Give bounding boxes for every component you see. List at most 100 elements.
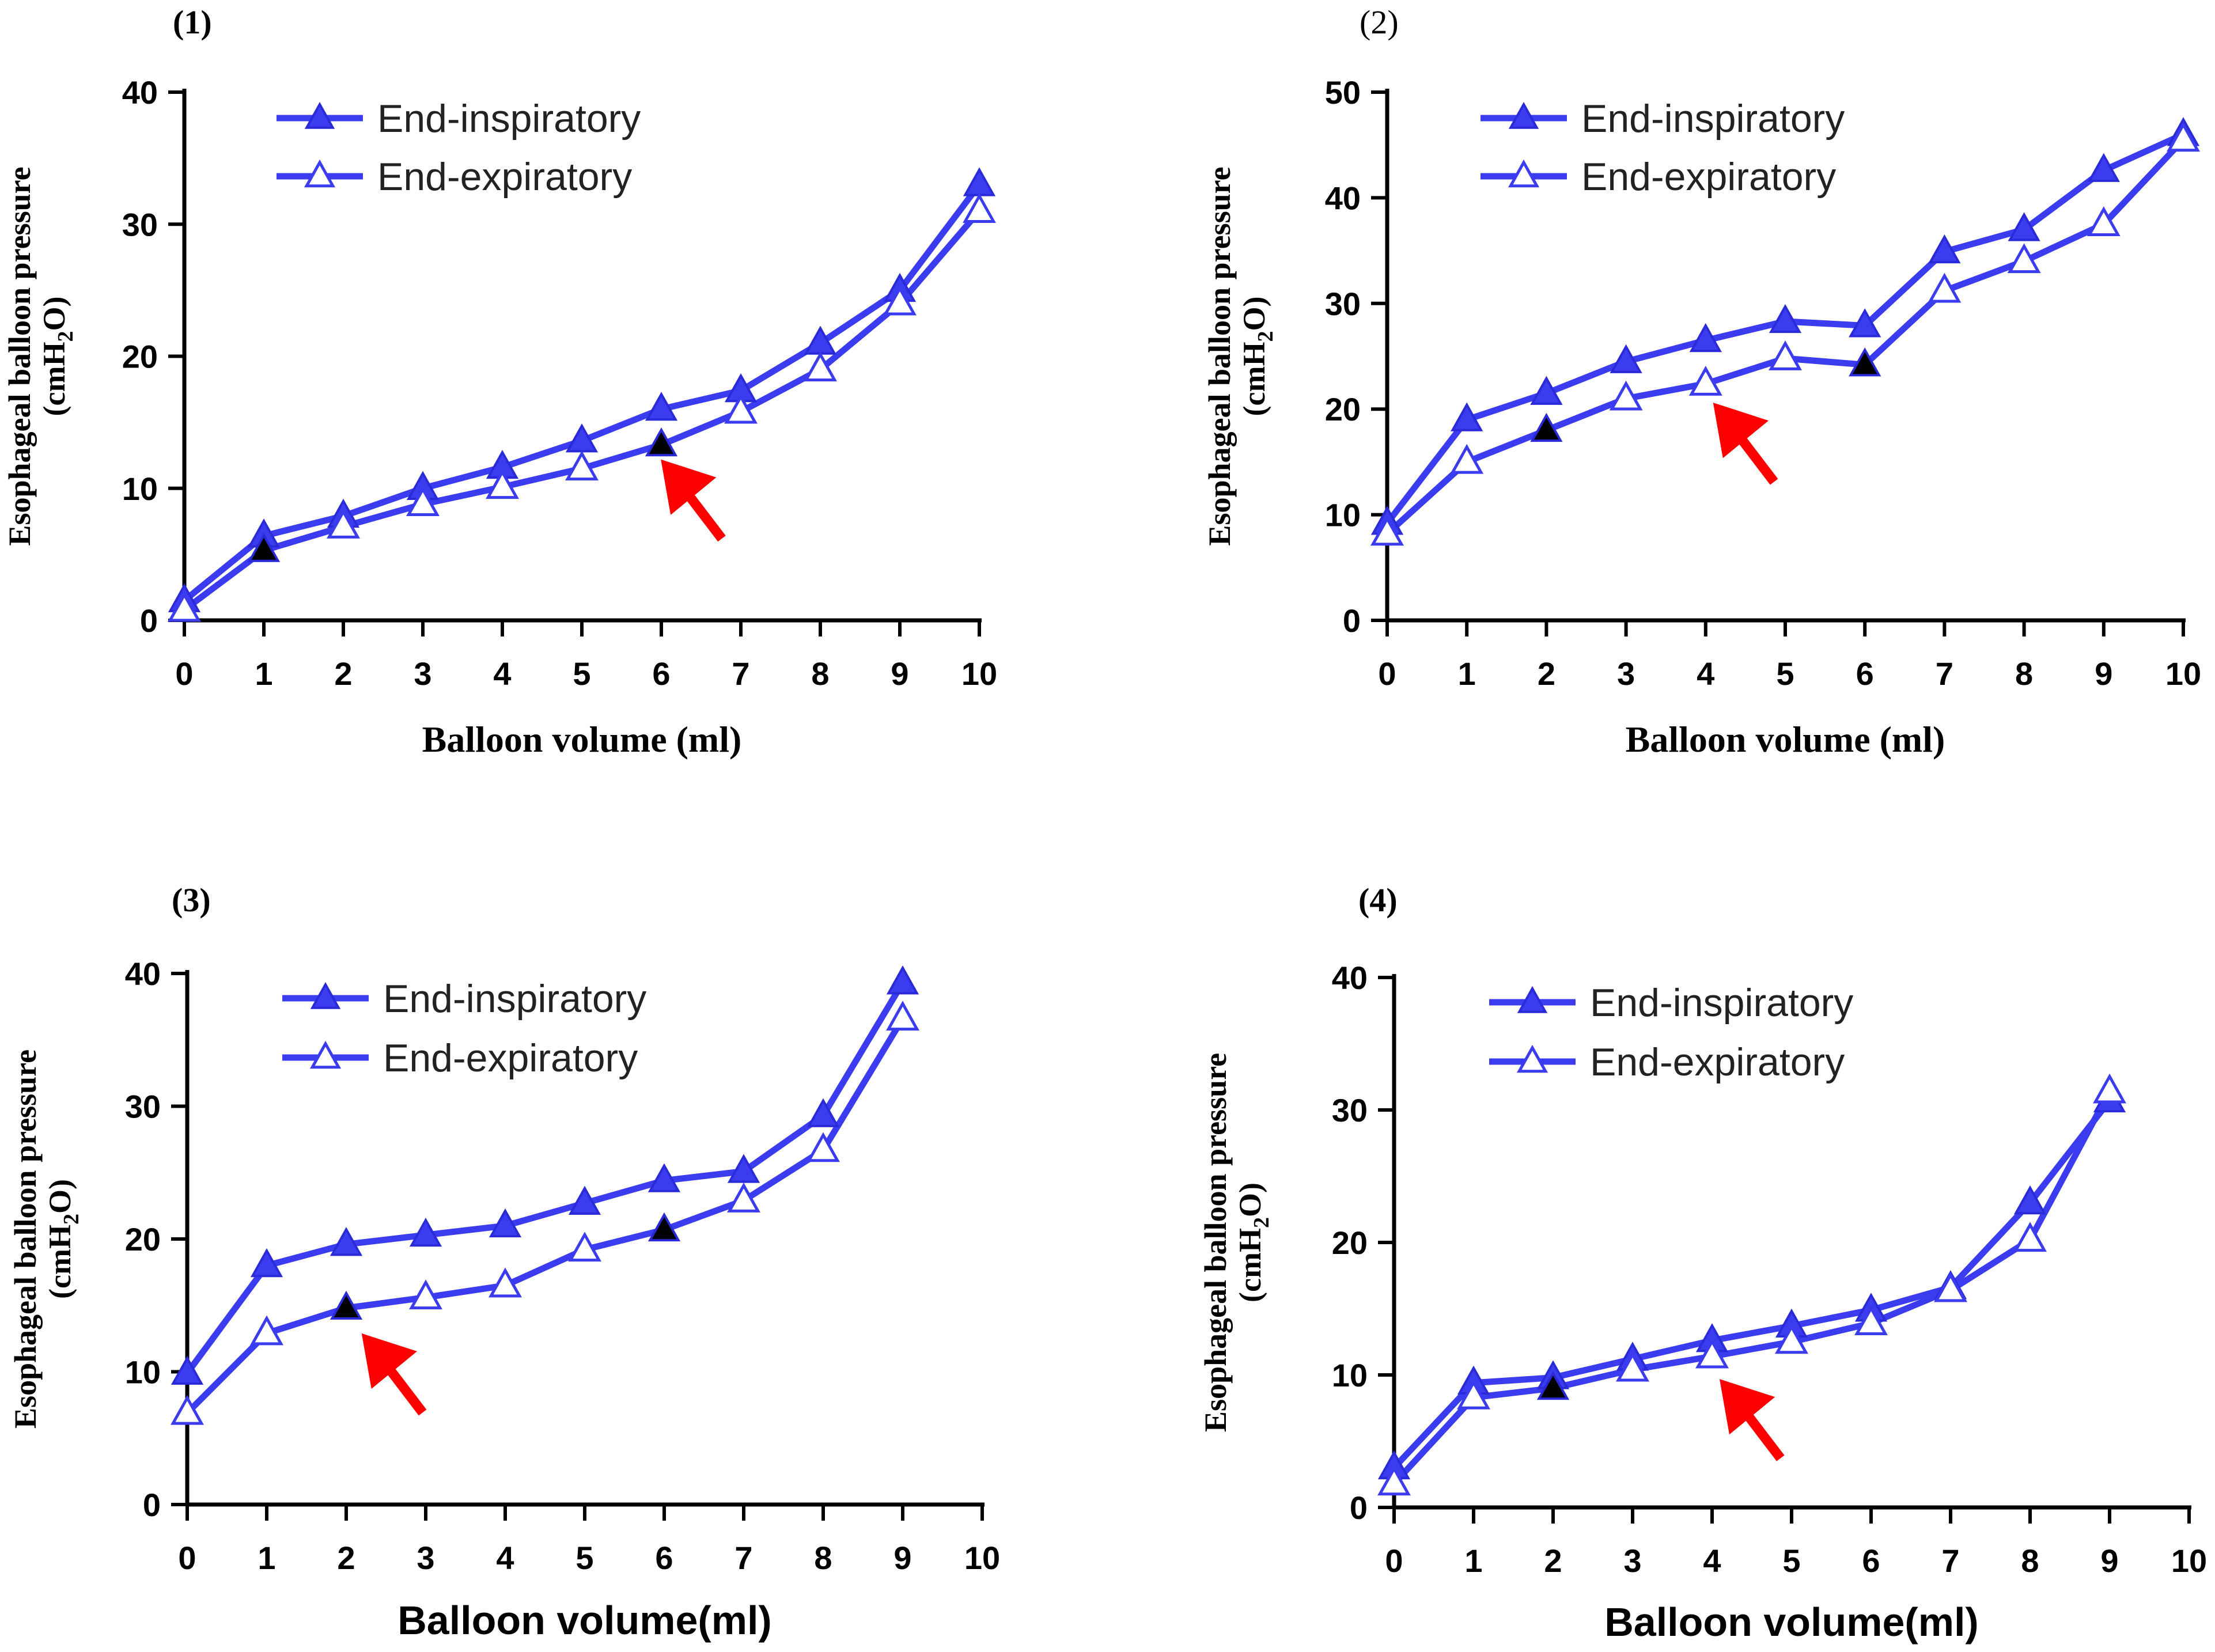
end-inspiratory-point — [807, 1098, 840, 1127]
highlighted-point — [247, 533, 281, 562]
end-expiratory-point — [250, 1315, 283, 1346]
x-tick-label: 8 — [814, 1540, 832, 1576]
end-inspiratory-point — [648, 1163, 681, 1192]
x-tick-label: 8 — [811, 656, 829, 692]
x-tick-label: 4 — [496, 1540, 514, 1576]
highlighted-point — [1849, 347, 1881, 377]
series-line-end-expiratory — [185, 1017, 906, 1415]
end-expiratory-point — [2013, 1222, 2047, 1252]
chart-panel-4: (4) 0 10 20 30 40 0 1 2 3 4 5 6 7 8 9 10 Balloon volume(m… — [1198, 881, 2207, 1645]
y-units-pre: (cmH — [37, 342, 71, 416]
legend-marker — [1516, 1044, 1548, 1073]
x-tick-label: 6 — [652, 656, 670, 692]
x-tick-label: 6 — [655, 1540, 673, 1576]
y-tick-label: 10 — [122, 471, 158, 507]
y-units-post: O) — [43, 1179, 77, 1214]
y-units-subscript: 2 — [1250, 1217, 1274, 1228]
y-units-subscript: 2 — [1254, 331, 1278, 342]
end-expiratory-point — [1450, 444, 1484, 474]
arrow-head — [1719, 1379, 1775, 1435]
legend-marker — [310, 982, 341, 1009]
x-tick-label: 3 — [414, 656, 431, 692]
end-expiratory-point — [486, 469, 519, 499]
y-tick-label: 40 — [1332, 960, 1368, 996]
x-tick-label: 10 — [961, 656, 997, 692]
end-inspiratory-point — [171, 1355, 204, 1385]
end-expiratory-point — [883, 285, 917, 316]
x-tick-label: 5 — [575, 1540, 593, 1576]
end-expiratory-point — [489, 1267, 522, 1298]
highlighted-point — [645, 427, 678, 457]
x-tick-label: 8 — [2021, 1543, 2039, 1579]
end-inspiratory-point — [1769, 304, 1802, 334]
y-units-post: O) — [1237, 297, 1271, 331]
panel-label: (3) — [172, 881, 211, 919]
end-expiratory-point — [1854, 1305, 1888, 1335]
x-tick-label: 1 — [1458, 656, 1476, 692]
end-inspiratory-point — [1610, 344, 1642, 373]
end-inspiratory-point — [804, 325, 837, 355]
legend: End-inspiratory End-expiratory — [1489, 981, 1853, 1084]
legend-marker — [1508, 101, 1539, 129]
legend-marker — [304, 159, 336, 188]
y-axis-units: (cmH2O) — [37, 297, 78, 416]
x-tick-label: 1 — [255, 656, 272, 692]
red-arrow-annotation — [361, 1333, 427, 1416]
y-tick-label: 10 — [1325, 497, 1361, 533]
x-axis-title: Balloon volume(ml) — [1604, 1600, 1978, 1645]
end-inspiratory-point — [2008, 212, 2040, 241]
y-tick-label: 20 — [1332, 1225, 1368, 1261]
end-inspiratory-point — [1928, 234, 1961, 264]
legend-marker — [304, 101, 335, 129]
end-expiratory-point — [409, 1279, 442, 1310]
end-inspiratory-point — [2013, 1185, 2047, 1215]
end-expiratory-point — [1609, 380, 1643, 411]
arrow-head — [661, 459, 717, 515]
x-tick-label: 10 — [964, 1540, 1000, 1576]
y-axis-units: (cmH2O) — [1233, 1183, 1274, 1302]
end-expiratory-point — [171, 1395, 204, 1425]
series-line-end-inspiratory — [184, 981, 906, 1376]
chart-panel-1: (1) 0 10 20 30 40 0 1 2 3 4 5 6 7 8 9 10 Balloon volume (… — [2, 3, 997, 760]
y-tick-label: 0 — [1350, 1490, 1368, 1526]
y-tick-label: 40 — [1325, 180, 1361, 216]
legend-label: End-inspiratory — [383, 977, 646, 1021]
x-axis-title: Balloon volume (ml) — [1626, 719, 1945, 760]
panel-label: (4) — [1358, 881, 1398, 919]
legend: End-inspiratory End-expiratory — [282, 977, 646, 1080]
end-inspiratory-point — [645, 392, 678, 421]
end-expiratory-point — [886, 1001, 919, 1031]
end-inspiratory-point — [330, 1227, 363, 1256]
y-tick-label: 20 — [122, 339, 158, 375]
x-tick-label: 0 — [1385, 1543, 1403, 1579]
panel-label: (2) — [1360, 3, 1399, 41]
legend: End-inspiratory End-expiratory — [277, 97, 641, 199]
x-tick-label: 5 — [1776, 656, 1794, 692]
x-tick-label: 3 — [1617, 656, 1635, 692]
x-tick-label: 0 — [1378, 656, 1396, 692]
x-tick-label: 2 — [337, 1540, 355, 1576]
end-expiratory-point — [1695, 1338, 1729, 1369]
red-arrow-annotation — [1719, 1379, 1785, 1461]
end-expiratory-point — [804, 351, 837, 382]
x-tick-label: 4 — [1703, 1543, 1721, 1579]
x-tick-label: 8 — [2015, 656, 2033, 692]
x-tick-label: 9 — [2100, 1543, 2118, 1579]
legend-label: End-expiratory — [1581, 155, 1836, 199]
end-inspiratory-point — [250, 1248, 283, 1278]
end-expiratory-point — [1370, 516, 1404, 546]
end-expiratory-point — [2093, 1073, 2126, 1104]
highlighted-point — [1536, 1370, 1570, 1400]
y-axis-title: Esophageal balloon pressure — [1202, 166, 1237, 545]
y-tick-label: 30 — [1325, 286, 1361, 322]
legend-label: End-inspiratory — [377, 97, 641, 141]
x-tick-label: 5 — [573, 656, 590, 692]
y-axis-units: (cmH2O) — [43, 1179, 84, 1299]
y-tick-label: 0 — [143, 1487, 161, 1523]
y-units-pre: (cmH — [43, 1225, 77, 1299]
end-expiratory-point — [807, 1132, 840, 1162]
y-axis-title: Esophageal balloon pressure — [1198, 1053, 1233, 1432]
y-tick-label: 20 — [125, 1221, 161, 1257]
end-inspiratory-point — [2087, 153, 2120, 182]
